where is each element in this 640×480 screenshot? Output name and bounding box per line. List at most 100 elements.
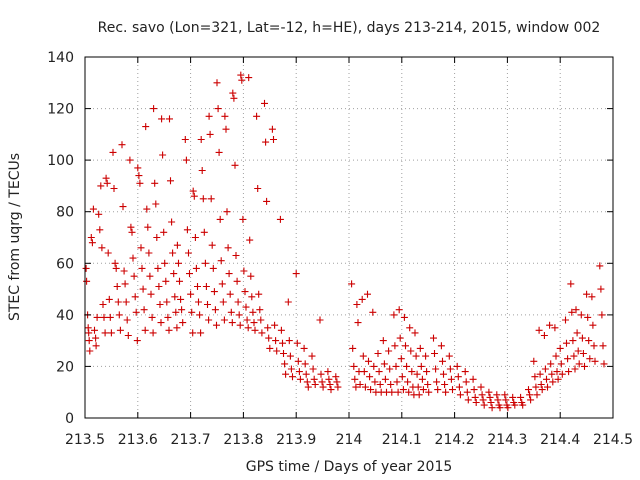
data-point <box>486 393 494 401</box>
data-point <box>413 370 421 378</box>
data-point <box>271 321 279 329</box>
data-point <box>540 332 548 339</box>
data-point <box>214 105 222 113</box>
data-point <box>599 342 607 350</box>
data-point <box>292 270 300 278</box>
data-point <box>360 368 368 376</box>
x-tick-label: 213.9 <box>276 432 316 448</box>
data-point <box>213 321 220 329</box>
data-point <box>543 375 550 383</box>
data-point <box>201 259 209 267</box>
data-point <box>509 393 517 401</box>
data-point <box>239 215 247 223</box>
data-point <box>304 383 312 391</box>
data-point <box>584 313 592 321</box>
x-tick-label: 213.5 <box>65 432 105 448</box>
data-point <box>132 308 140 316</box>
data-point <box>554 375 562 383</box>
data-point <box>121 280 129 288</box>
data-point <box>325 375 333 383</box>
data-point <box>194 283 201 290</box>
data-point <box>103 179 111 187</box>
data-point <box>138 264 146 272</box>
x-tick-label: 214.3 <box>487 432 527 448</box>
data-point <box>511 401 519 409</box>
data-point <box>440 370 447 378</box>
data-point <box>101 329 109 337</box>
data-point <box>294 357 302 365</box>
data-point <box>240 267 248 275</box>
data-point <box>208 241 216 249</box>
data-point <box>295 368 303 376</box>
data-point <box>166 115 173 123</box>
data-point <box>175 259 182 267</box>
y-tick-labels: 0 20 40 60 80 100 120 140 <box>47 50 74 427</box>
data-point <box>198 167 206 174</box>
data-point <box>412 352 420 360</box>
axis-ticks <box>84 56 614 419</box>
data-point <box>116 326 124 334</box>
data-point <box>270 136 277 143</box>
data-point <box>442 388 450 396</box>
data-point <box>578 334 586 342</box>
data-point <box>374 350 382 357</box>
data-point <box>579 350 587 357</box>
data-point <box>470 386 478 394</box>
data-point <box>167 177 174 185</box>
data-point <box>367 386 375 394</box>
data-point <box>318 378 326 386</box>
data-point <box>202 283 210 290</box>
data-point <box>289 373 296 381</box>
data-point <box>569 337 577 345</box>
data-point <box>242 303 250 311</box>
data-point <box>150 105 158 113</box>
grid <box>85 57 613 418</box>
data-point <box>310 375 318 383</box>
data-point <box>369 308 377 316</box>
data-point <box>317 370 325 378</box>
data-point <box>247 272 255 280</box>
data-point <box>280 350 287 357</box>
data-point <box>395 306 403 314</box>
data-point <box>333 378 341 386</box>
data-point <box>485 388 493 396</box>
data-point <box>222 125 230 133</box>
data-point <box>575 360 583 368</box>
data-point <box>319 383 327 391</box>
x-tick-label: 214.5 <box>593 432 633 448</box>
data-point <box>387 381 395 388</box>
data-point <box>143 205 151 213</box>
data-point <box>437 342 445 350</box>
data-point <box>263 197 271 205</box>
data-point <box>147 290 155 298</box>
data-point <box>385 347 393 355</box>
data-point <box>133 337 141 345</box>
data-point <box>130 272 138 280</box>
data-point <box>353 301 361 308</box>
data-point <box>327 386 335 394</box>
data-point <box>487 399 495 406</box>
data-point <box>157 319 165 327</box>
data-point <box>191 234 199 241</box>
data-point <box>434 386 442 394</box>
data-point <box>151 179 159 187</box>
data-point <box>134 164 142 172</box>
data-point <box>135 172 143 180</box>
data-point <box>386 365 394 373</box>
data-point <box>532 383 540 391</box>
data-point <box>446 365 454 373</box>
data-point <box>99 301 107 308</box>
data-point <box>496 404 504 412</box>
data-point <box>364 290 371 298</box>
data-point <box>375 368 383 376</box>
data-point <box>190 192 198 200</box>
data-point <box>380 360 388 368</box>
data-point <box>136 179 144 187</box>
data-point <box>111 259 119 267</box>
data-point <box>425 388 433 396</box>
data-point <box>264 324 272 332</box>
data-point <box>126 156 134 164</box>
data-point <box>256 306 264 314</box>
data-point <box>285 337 293 345</box>
data-point <box>207 195 215 203</box>
